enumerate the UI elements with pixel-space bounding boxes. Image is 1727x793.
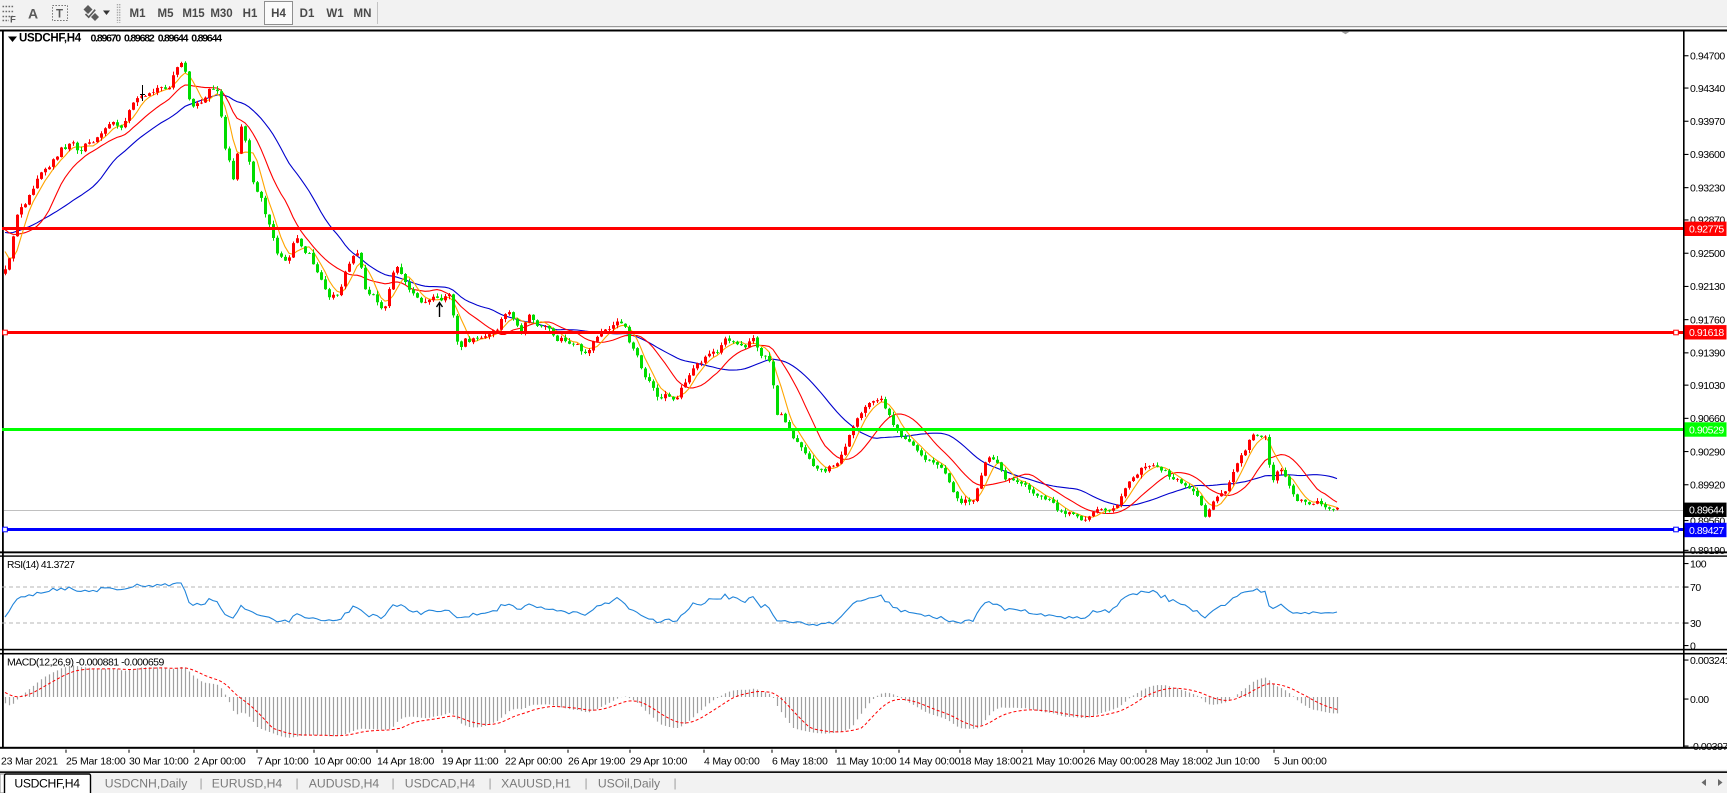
svg-text:14 Apr 18:00: 14 Apr 18:00: [377, 756, 435, 768]
svg-text:XAUUSD,H1: XAUUSD,H1: [501, 777, 571, 791]
svg-text:|: |: [488, 776, 491, 790]
svg-text:A: A: [28, 6, 38, 22]
svg-text:USDCNH,Daily: USDCNH,Daily: [105, 777, 189, 791]
svg-text:0.94700: 0.94700: [1690, 51, 1725, 63]
svg-text:0.92130: 0.92130: [1690, 281, 1725, 293]
svg-text:0.00: 0.00: [1690, 694, 1709, 706]
svg-text:0.93230: 0.93230: [1690, 182, 1725, 194]
svg-text:10 Apr 00:00: 10 Apr 00:00: [314, 756, 372, 768]
svg-text:|: |: [673, 776, 676, 790]
svg-text:23 Mar 2021: 23 Mar 2021: [1, 756, 58, 768]
svg-text:|: |: [199, 776, 202, 790]
svg-text:0.92500: 0.92500: [1690, 248, 1725, 260]
svg-text:USDCHF,H4: USDCHF,H4: [14, 777, 80, 791]
svg-text:0.91760: 0.91760: [1690, 314, 1725, 326]
svg-text:0.003241: 0.003241: [1690, 655, 1727, 667]
svg-text:0.94340: 0.94340: [1690, 83, 1725, 95]
svg-text:11 May 10:00: 11 May 10:00: [836, 756, 897, 768]
svg-text:28 May 18:00: 28 May 18:00: [1146, 756, 1208, 768]
svg-text:2 Apr 00:00: 2 Apr 00:00: [194, 756, 246, 768]
svg-text:0.89644: 0.89644: [191, 33, 222, 45]
svg-text:7 Apr 10:00: 7 Apr 10:00: [257, 756, 309, 768]
svg-text:MN: MN: [354, 8, 372, 20]
svg-text:5 Jun 00:00: 5 Jun 00:00: [1274, 756, 1327, 768]
svg-text:RSI(14) 41.3727: RSI(14) 41.3727: [7, 560, 75, 571]
svg-text:14 May 00:00: 14 May 00:00: [899, 756, 961, 768]
svg-text:70: 70: [1690, 582, 1701, 594]
svg-text:USOil,Daily: USOil,Daily: [598, 777, 661, 791]
svg-text:|: |: [391, 776, 394, 790]
svg-text:0.92775: 0.92775: [1689, 224, 1724, 236]
svg-text:25 Mar 18:00: 25 Mar 18:00: [66, 756, 126, 768]
svg-text:USDCAD,H4: USDCAD,H4: [405, 777, 476, 791]
svg-text:30 Mar 10:00: 30 Mar 10:00: [129, 756, 189, 768]
svg-text:H4: H4: [271, 8, 286, 20]
svg-text:M5: M5: [158, 8, 175, 20]
svg-text:0.93600: 0.93600: [1690, 149, 1725, 161]
svg-text:|: |: [295, 776, 298, 790]
svg-text:0.89427: 0.89427: [1689, 525, 1724, 537]
svg-text:0.89190: 0.89190: [1690, 545, 1725, 557]
svg-text:22 Apr 00:00: 22 Apr 00:00: [505, 756, 563, 768]
svg-text:M15: M15: [182, 8, 205, 20]
svg-text:0.89682: 0.89682: [124, 33, 155, 45]
svg-text:-0.003976: -0.003976: [1690, 741, 1727, 753]
svg-text:6 May 18:00: 6 May 18:00: [772, 756, 828, 768]
svg-text:H1: H1: [243, 8, 258, 20]
svg-text:M1: M1: [130, 8, 147, 20]
svg-text:USDCHF,H4: USDCHF,H4: [19, 33, 82, 45]
svg-text:100: 100: [1690, 558, 1707, 570]
svg-text:0.90529: 0.90529: [1689, 424, 1724, 436]
svg-text:W1: W1: [326, 8, 344, 20]
svg-text:0: 0: [1690, 640, 1696, 652]
svg-text:18 May 18:00: 18 May 18:00: [960, 756, 1022, 768]
svg-text:0.93970: 0.93970: [1690, 116, 1725, 128]
svg-text:21 May 10:00: 21 May 10:00: [1022, 756, 1084, 768]
svg-text:T: T: [56, 9, 63, 21]
svg-text:0.90660: 0.90660: [1690, 413, 1725, 425]
svg-text:F: F: [10, 15, 16, 26]
svg-text:0.89920: 0.89920: [1690, 480, 1725, 492]
svg-text:30: 30: [1690, 618, 1701, 630]
svg-text:2 Jun 10:00: 2 Jun 10:00: [1207, 756, 1260, 768]
svg-text:4 May 00:00: 4 May 00:00: [704, 756, 760, 768]
svg-text:0.90290: 0.90290: [1690, 446, 1725, 458]
svg-text:19 Apr 11:00: 19 Apr 11:00: [442, 756, 499, 768]
svg-text:0.89670: 0.89670: [91, 33, 122, 45]
svg-text:EURUSD,H4: EURUSD,H4: [212, 777, 283, 791]
svg-text:26 Apr 19:00: 26 Apr 19:00: [568, 756, 626, 768]
svg-text:|: |: [584, 776, 587, 790]
svg-text:AUDUSD,H4: AUDUSD,H4: [309, 777, 380, 791]
svg-text:D1: D1: [300, 8, 315, 20]
svg-text:0.89644: 0.89644: [1689, 505, 1724, 517]
svg-text:26 May 00:00: 26 May 00:00: [1084, 756, 1146, 768]
svg-text:0.91618: 0.91618: [1689, 327, 1724, 339]
svg-text:0.91390: 0.91390: [1690, 348, 1725, 360]
svg-text:0.89644: 0.89644: [158, 33, 189, 45]
svg-text:0.91030: 0.91030: [1690, 380, 1725, 392]
svg-text:29 Apr 10:00: 29 Apr 10:00: [630, 756, 688, 768]
svg-text:M30: M30: [210, 8, 232, 20]
svg-text:MACD(12,26,9) -0.000881 -0.000: MACD(12,26,9) -0.000881 -0.000659: [7, 657, 165, 669]
